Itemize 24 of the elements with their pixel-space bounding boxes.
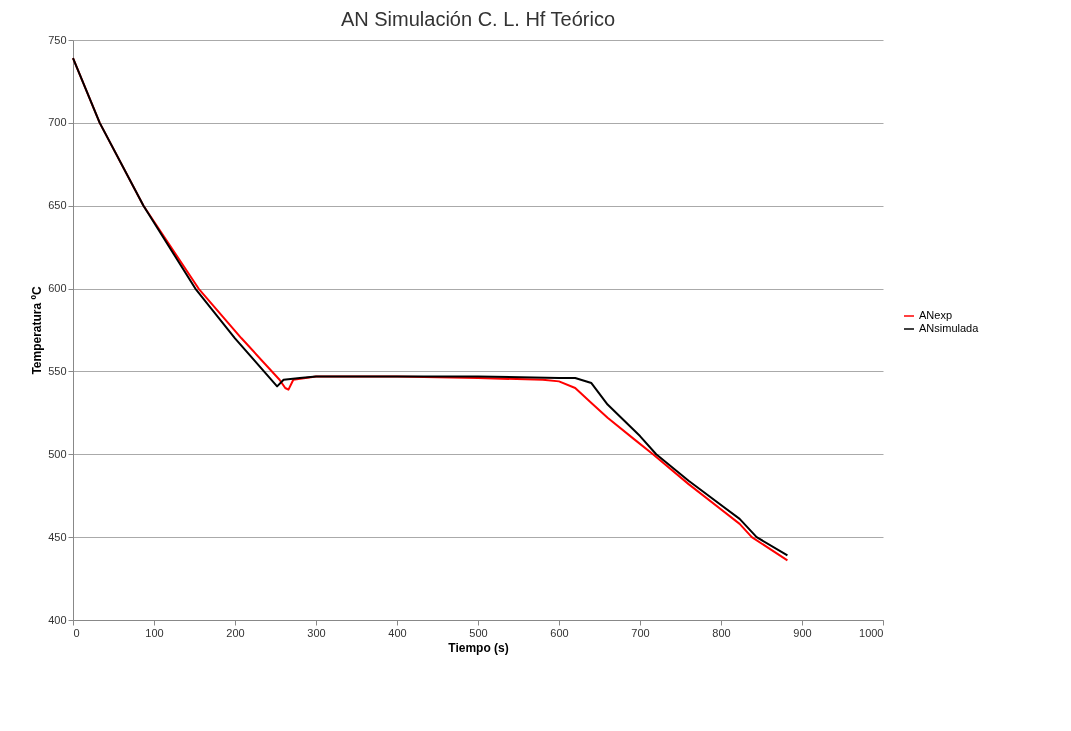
x-tick-label: 900	[793, 626, 812, 639]
y-tick-label: 700	[48, 116, 67, 129]
x-tick-label: 600	[550, 626, 569, 639]
x-tick-label: 200	[226, 626, 245, 639]
x-tick-label: 100	[145, 626, 164, 639]
x-tick-label: 300	[307, 626, 326, 639]
y-tick-label: 450	[48, 530, 67, 543]
x-tick-label: 800	[712, 626, 731, 639]
y-tick-label: 500	[48, 447, 67, 460]
y-tick-label: 600	[48, 282, 67, 295]
x-tick-label: 400	[388, 626, 407, 639]
x-tick-label: 0	[73, 626, 80, 639]
y-tick-label: 550	[48, 364, 67, 377]
x-axis-title: Tiempo (s)	[448, 640, 509, 655]
chart-title: AN Simulación C. L. Hf Teórico	[340, 8, 616, 30]
y-tick-label: 400	[48, 613, 67, 626]
y-tick-label: 650	[48, 199, 67, 212]
legend-label: ANexp	[919, 309, 953, 321]
x-tick-label: 1000	[859, 626, 884, 639]
x-tick-label: 500	[469, 626, 488, 639]
x-tick-label: 700	[631, 626, 650, 639]
y-axis-title: Temperatura ºC	[30, 286, 45, 375]
y-tick-label: 750	[48, 33, 67, 46]
legend-label: ANsimulada	[919, 322, 980, 334]
